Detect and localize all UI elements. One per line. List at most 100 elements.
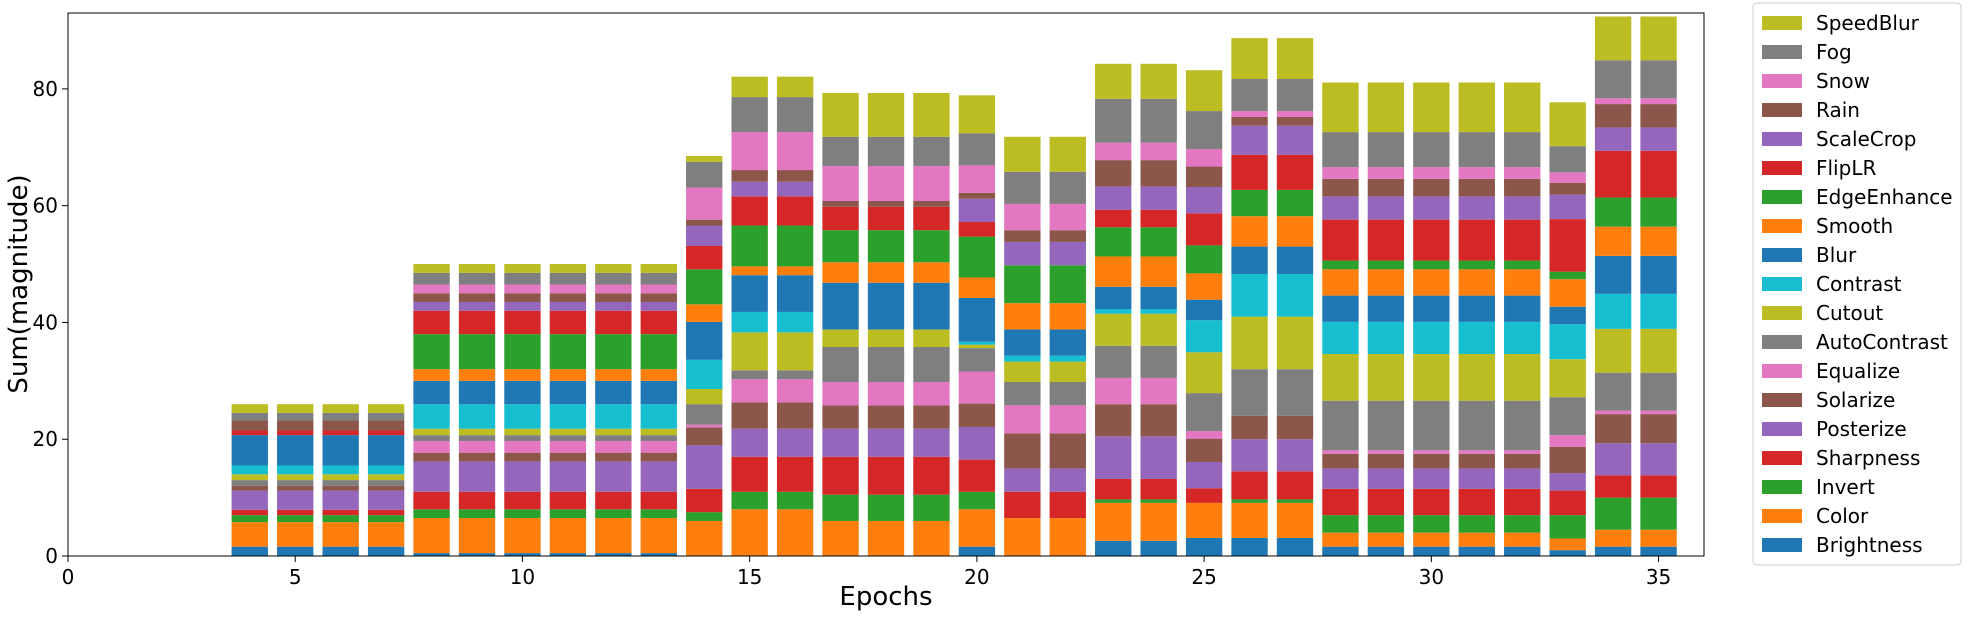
bar-segment-fog-epoch-27 [1276, 78, 1314, 112]
bar-segment-fliplr-epoch-28 [1322, 219, 1359, 261]
bar-segment-fog-epoch-34 [1594, 60, 1632, 99]
bar-segment-invert-epoch-27 [1276, 499, 1314, 503]
bar-segment-speedblur-epoch-16 [776, 76, 814, 98]
bar-segment-autocontrast-epoch-23 [1095, 345, 1132, 378]
bar-segment-solarize-epoch-29 [1367, 453, 1405, 469]
bar-segment-rain-epoch-30 [1413, 178, 1450, 197]
bar-segment-blur-epoch-35 [1640, 255, 1677, 294]
bar-segment-blur-epoch-25 [1185, 299, 1223, 321]
bar-segment-invert-epoch-6 [322, 515, 359, 523]
bar-segment-speedblur-epoch-19 [913, 92, 950, 137]
bar-segment-snow-epoch-23 [1095, 142, 1132, 161]
legend-swatch-solarize [1762, 393, 1802, 407]
bar-segment-edgeenhance-epoch-28 [1322, 260, 1359, 270]
bar-segment-blur-epoch-28 [1322, 295, 1359, 322]
bar-segment-scalecrop-epoch-20 [958, 198, 996, 223]
bar-segment-autocontrast-epoch-10 [504, 435, 541, 441]
bar-segment-brightness-epoch-5 [277, 546, 314, 556]
legend-swatch-color [1762, 509, 1802, 523]
bar-segment-scalecrop-epoch-14 [686, 225, 723, 246]
bar-segment-fog-epoch-29 [1367, 132, 1405, 168]
bar-segment-solarize-epoch-21 [1004, 433, 1041, 469]
bar-segment-cutout-epoch-8 [413, 428, 450, 436]
bar-segment-speedblur-epoch-25 [1185, 70, 1223, 112]
bar-segment-rain-epoch-17 [822, 201, 859, 207]
bar-segment-snow-epoch-34 [1594, 98, 1632, 105]
bar-segment-snow-epoch-19 [913, 165, 950, 201]
bar-segment-color-epoch-32 [1504, 532, 1541, 547]
bar-segment-invert-epoch-5 [277, 515, 314, 523]
bar-segment-solarize-epoch-35 [1640, 414, 1677, 444]
bar-segment-posterize-epoch-13 [640, 461, 677, 492]
bar-segment-rain-epoch-29 [1367, 178, 1405, 197]
bar-segment-fliplr-epoch-32 [1504, 219, 1541, 261]
bar-segment-sharpness-epoch-30 [1413, 488, 1450, 516]
bar-segment-blur-epoch-32 [1504, 295, 1541, 322]
x-tick-label: 0 [62, 565, 75, 589]
x-tick-label: 20 [964, 565, 989, 589]
bar-segment-posterize-epoch-14 [686, 445, 723, 489]
bar-segment-brightness-epoch-4 [231, 546, 268, 556]
bar-segment-cutout-epoch-23 [1095, 313, 1132, 346]
bar-segment-scalecrop-epoch-30 [1413, 196, 1450, 220]
bar-segment-blur-epoch-12 [595, 380, 632, 405]
bar-segment-color-epoch-20 [958, 509, 996, 547]
bar-segment-cutout-epoch-22 [1049, 361, 1086, 383]
bar-segment-autocontrast-epoch-4 [231, 480, 268, 486]
legend-label-autocontrast: AutoContrast [1816, 330, 1948, 354]
bar-segment-solarize-epoch-11 [549, 452, 587, 462]
bar-segment-rain-epoch-32 [1504, 178, 1541, 197]
bar-segment-blur-epoch-5 [277, 435, 314, 466]
bar-segment-posterize-epoch-30 [1413, 468, 1450, 489]
bar-segment-posterize-epoch-32 [1504, 468, 1541, 489]
bar-segment-edgeenhance-epoch-21 [1004, 265, 1041, 304]
y-tick-label: 20 [33, 427, 58, 451]
bar-segment-color-epoch-4 [231, 522, 268, 547]
bar-segment-fliplr-epoch-25 [1185, 213, 1223, 246]
bar-segment-equalize-epoch-32 [1504, 450, 1541, 454]
bar-segment-brightness-epoch-27 [1276, 537, 1314, 556]
bar-segment-sharpness-epoch-23 [1095, 478, 1132, 500]
bar-segment-invert-epoch-35 [1640, 497, 1677, 530]
bar-segment-edgeenhance-epoch-25 [1185, 245, 1223, 274]
bar-segment-speedblur-epoch-12 [595, 264, 632, 273]
bar-segment-color-epoch-28 [1322, 532, 1359, 547]
bar-segment-equalize-epoch-25 [1185, 431, 1223, 439]
bar-segment-snow-epoch-35 [1640, 98, 1677, 105]
bar-segment-fliplr-epoch-35 [1640, 150, 1677, 198]
bar-segment-contrast-epoch-23 [1095, 309, 1132, 314]
bar-segment-fog-epoch-21 [1004, 171, 1041, 204]
bar-segment-contrast-epoch-6 [322, 465, 359, 475]
bar-segment-autocontrast-epoch-5 [277, 480, 314, 486]
bar-segment-posterize-epoch-19 [913, 428, 950, 457]
y-tick-label: 60 [33, 194, 58, 218]
bar-segment-solarize-epoch-9 [458, 452, 496, 462]
bar-segment-snow-epoch-16 [776, 132, 814, 171]
bar-segment-smooth-epoch-9 [458, 369, 496, 381]
bar-segment-autocontrast-epoch-8 [413, 435, 450, 441]
bar-segment-scalecrop-epoch-23 [1095, 186, 1132, 210]
bar-segment-fliplr-epoch-11 [549, 310, 587, 335]
x-axis-title: Epochs [839, 582, 932, 612]
bar-segment-fog-epoch-14 [686, 161, 723, 188]
bar-segment-fog-epoch-31 [1458, 132, 1495, 168]
bar-segment-edgeenhance-epoch-17 [822, 230, 859, 263]
bar-segment-sharpness-epoch-8 [413, 491, 450, 510]
bar-segment-sharpness-epoch-21 [1004, 491, 1041, 519]
bar-segment-scalecrop-epoch-27 [1276, 125, 1314, 155]
bar-segment-scalecrop-epoch-11 [549, 302, 587, 311]
bar-segment-edgeenhance-epoch-29 [1367, 260, 1405, 270]
bar-segment-snow-epoch-17 [822, 165, 859, 201]
plot-frame [67, 12, 1705, 557]
bar-segment-sharpness-epoch-13 [640, 491, 677, 510]
bar-segment-speedblur-epoch-33 [1549, 102, 1586, 147]
bar-segment-solarize-epoch-31 [1458, 453, 1495, 469]
bar-segment-speedblur-epoch-8 [413, 264, 450, 273]
bar-segment-sharpness-epoch-22 [1049, 491, 1086, 519]
bar-segment-solarize-epoch-14 [686, 427, 723, 446]
bar-segment-posterize-epoch-35 [1640, 443, 1677, 476]
bar-segment-autocontrast-epoch-26 [1231, 369, 1268, 416]
bar-segment-snow-epoch-32 [1504, 167, 1541, 179]
x-tick-label: 5 [289, 565, 302, 589]
bar-segment-edgeenhance-epoch-35 [1640, 197, 1677, 227]
